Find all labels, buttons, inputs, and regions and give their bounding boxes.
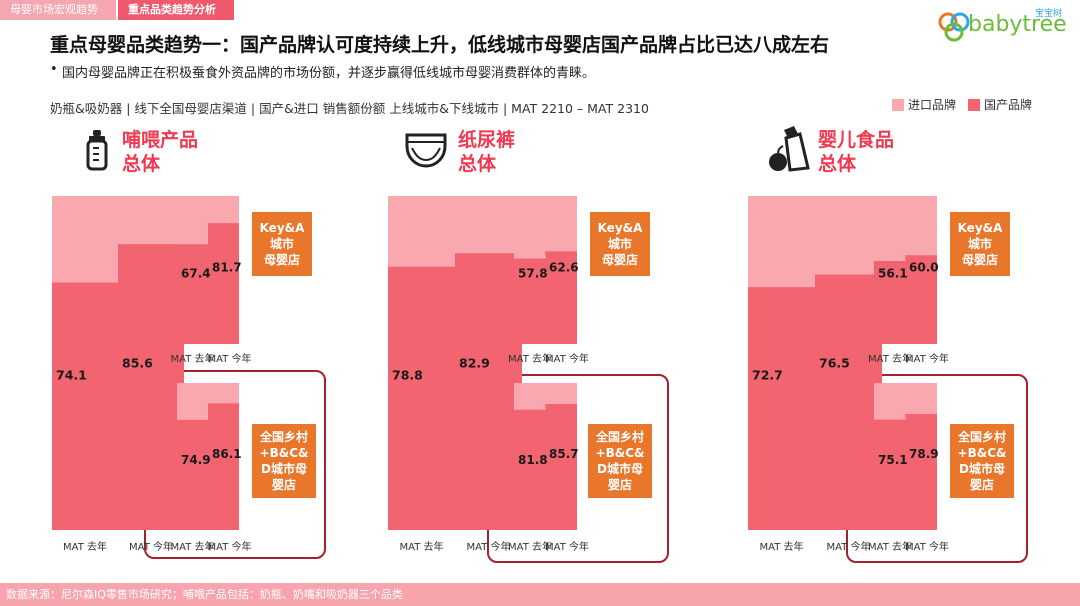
x-tick-label: MAT 去年 — [63, 540, 107, 553]
logo-subtext: 宝宝树 — [1034, 9, 1062, 19]
x-tick-label: MAT 今年 — [827, 540, 871, 553]
category-title-feeding: 哺喂产品 总体 — [122, 128, 198, 176]
data-label-last-year: 57.8 — [518, 266, 548, 280]
bar-domestic-share — [514, 404, 577, 530]
data-label-this-year: 62.6 — [549, 260, 579, 274]
baby-food-icon — [769, 126, 810, 172]
x-tick-label: MAT 去年 — [400, 540, 444, 553]
data-label-last-year: 75.1 — [878, 453, 908, 467]
category-title-line1: 婴儿食品 — [818, 129, 895, 151]
logo-text: babytree — [968, 12, 1067, 37]
legend-swatch-domestic — [968, 98, 981, 111]
diaper-icon — [405, 133, 447, 168]
category-title-line1: 哺喂产品 — [122, 129, 199, 151]
data-label-this-year: 78.9 — [909, 447, 939, 461]
tab-market-trend[interactable]: 母婴市场宏观趋势 — [0, 0, 116, 20]
x-tick-label: MAT 去年 — [868, 352, 912, 365]
badge-low-tier: 全国乡村 +B&C& D城市母 婴店 — [950, 424, 1014, 498]
legend-swatch-imported — [892, 98, 904, 111]
x-tick-label: MAT 去年 — [508, 352, 552, 365]
top-tabs: 母婴市场宏观趋势 重点品类趋势分析 — [0, 0, 234, 20]
x-tick-label: MAT 去年 — [508, 540, 552, 553]
badge-key-a-city: Key&A 城市 母婴店 — [950, 212, 1010, 276]
bar-domestic-share — [177, 223, 239, 344]
bar-domestic-share — [388, 253, 522, 530]
x-tick-label: MAT 去年 — [171, 540, 215, 553]
data-label-last-year: 74.1 — [56, 368, 87, 383]
badge-low-tier: 全国乡村 +B&C& D城市母 婴店 — [588, 424, 652, 498]
legend-domestic: 国产品牌 — [968, 96, 1032, 113]
bullet-text: 国内母婴品牌正在积极蚕食外资品牌的市场份额，并逐步赢得低线城市母婴消费群体的青睐… — [62, 66, 596, 81]
page-title: 重点母婴品类趋势一：国产品牌认可度持续上升，低线城市母婴店国产品牌占比已达八成左… — [50, 34, 830, 56]
legend-label-domestic: 国产品牌 — [984, 98, 1033, 112]
bar-domestic-share — [514, 251, 577, 344]
x-tick-label: MAT 今年 — [208, 540, 252, 553]
category-title-line1: 纸尿裤 — [458, 129, 516, 151]
bullet-dot: • — [50, 62, 58, 77]
data-label-this-year: 76.5 — [819, 356, 850, 371]
category-title-babyfood: 婴儿食品 总体 — [818, 128, 894, 176]
x-tick-label: MAT 今年 — [208, 352, 252, 365]
x-tick-label: MAT 今年 — [905, 540, 949, 553]
footer-source: 数据来源：尼尔森IQ零售市场研究；哺喂产品包括：奶瓶、奶嘴和吸奶器三个品类 — [0, 583, 1080, 606]
bar-domestic-share — [177, 403, 239, 530]
x-tick-label: MAT 去年 — [868, 540, 912, 553]
category-title-line2: 总体 — [458, 153, 497, 175]
data-label-last-year: 56.1 — [878, 266, 908, 280]
legend-imported: 进口品牌 — [892, 96, 956, 113]
category-title-line2: 总体 — [818, 153, 857, 175]
category-title-line2: 总体 — [122, 153, 161, 175]
x-tick-label: MAT 去年 — [171, 352, 215, 365]
bar-domestic-share — [52, 244, 184, 530]
x-tick-label: MAT 今年 — [545, 352, 589, 365]
x-tick-label: MAT 今年 — [905, 352, 949, 365]
badge-low-tier: 全国乡村 +B&C& D城市母 婴店 — [252, 424, 316, 498]
chart-meta: 奶瓶&吸奶器 | 线下全国母婴店渠道 | 国产&进口 销售额份额 上线城市&下线… — [50, 101, 649, 116]
category-title-diaper: 纸尿裤 总体 — [458, 128, 515, 176]
bar-domestic-share — [874, 255, 937, 344]
bar-domestic-share — [874, 414, 937, 530]
data-label-last-year: 78.8 — [392, 368, 423, 383]
logo-mark-icon — [938, 12, 970, 42]
legend: 进口品牌 国产品牌 — [892, 96, 1044, 113]
data-label-this-year: 86.1 — [212, 447, 242, 461]
data-label-this-year: 60.0 — [909, 260, 939, 274]
bar-domestic-share — [748, 274, 882, 530]
data-label-this-year: 85.7 — [549, 447, 579, 461]
x-tick-label: MAT 今年 — [467, 540, 511, 553]
data-label-last-year: 81.8 — [518, 453, 548, 467]
legend-label-imported: 进口品牌 — [908, 98, 957, 112]
tab-category-trend[interactable]: 重点品类趋势分析 — [118, 0, 234, 20]
baby-bottle-icon — [86, 130, 108, 171]
data-label-last-year: 72.7 — [752, 368, 783, 383]
data-label-last-year: 74.9 — [181, 453, 211, 467]
data-label-this-year: 82.9 — [459, 356, 490, 371]
x-tick-label: MAT 今年 — [545, 540, 589, 553]
x-tick-label: MAT 今年 — [129, 540, 173, 553]
babytree-logo: babytree 宝宝树 — [938, 4, 1068, 44]
data-label-this-year: 81.7 — [212, 260, 242, 274]
data-label-last-year: 67.4 — [181, 266, 211, 280]
data-label-this-year: 85.6 — [122, 356, 153, 371]
badge-key-a-city: Key&A 城市 母婴店 — [252, 212, 312, 276]
badge-key-a-city: Key&A 城市 母婴店 — [590, 212, 650, 276]
x-tick-label: MAT 去年 — [760, 540, 804, 553]
